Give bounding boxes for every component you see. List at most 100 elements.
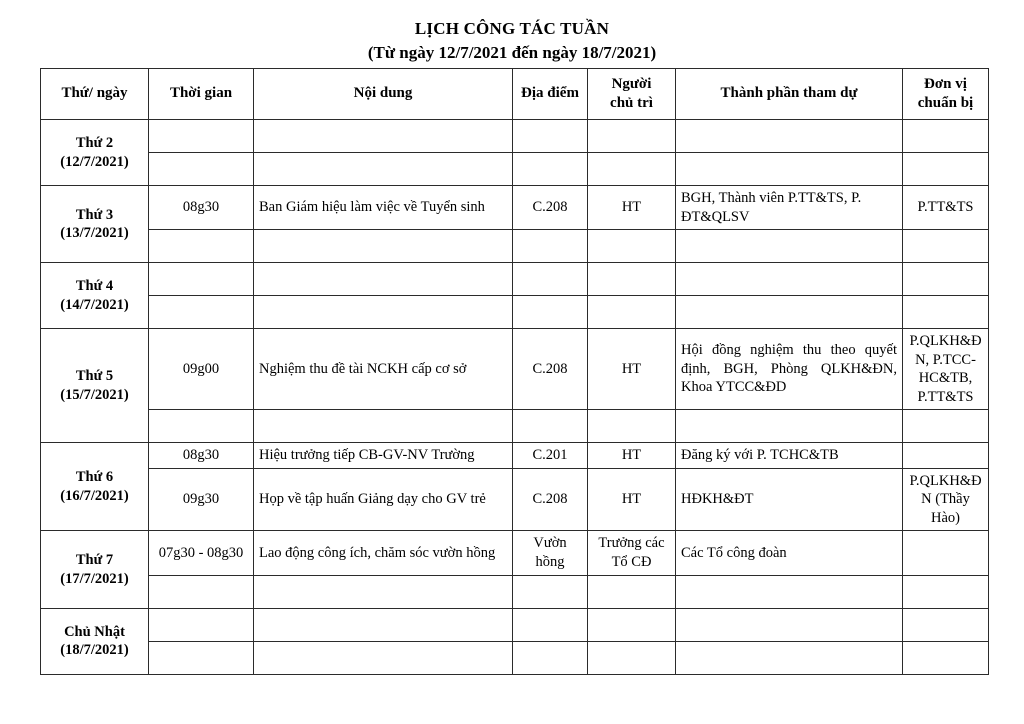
place-cell: C.201 bbox=[512, 442, 588, 469]
content-cell: Họp về tập huấn Giảng dạy cho GV trẻ bbox=[253, 467, 513, 532]
chair-cell bbox=[587, 262, 676, 297]
time-cell: 08g30 bbox=[148, 442, 254, 469]
time-cell: 09g30 bbox=[148, 467, 254, 532]
content-cell: Hiệu trưởng tiếp CB-GV-NV Trường bbox=[253, 442, 513, 469]
column-header-place: Địa điểm bbox=[512, 68, 588, 120]
attendees-cell bbox=[675, 229, 903, 264]
day-date: (18/7/2021) bbox=[60, 642, 129, 659]
column-header-attendees: Thành phần tham dự bbox=[675, 68, 903, 120]
table-row: 09g30 Họp về tập huấn Giảng dạy cho GV tr… bbox=[41, 467, 989, 532]
table-row bbox=[41, 152, 989, 186]
day-date: (13/7/2021) bbox=[60, 225, 129, 242]
day-cell-4: Thứ 5 (15/7/2021) bbox=[40, 328, 149, 444]
content-cell bbox=[253, 119, 513, 153]
time-cell bbox=[148, 607, 254, 642]
time-cell bbox=[148, 152, 254, 186]
prep-cell bbox=[902, 295, 989, 330]
content-cell: Lao động công ích, chăm sóc vườn hồng bbox=[253, 530, 513, 576]
column-header-day: Thứ/ ngày bbox=[40, 68, 149, 120]
day-date: (17/7/2021) bbox=[60, 570, 129, 587]
table-body: Thứ 2 (12/7/2021) Thứ 3 (13/7/2021) 08g30 Ban… bbox=[40, 119, 989, 675]
place-cell bbox=[512, 119, 588, 153]
day-cell-6: Thứ 7 (17/7/2021) bbox=[40, 530, 149, 609]
time-cell: 08g30 bbox=[148, 184, 254, 231]
chair-cell bbox=[587, 119, 676, 153]
day-date: (16/7/2021) bbox=[60, 487, 129, 504]
content-cell bbox=[253, 640, 513, 675]
time-cell bbox=[148, 229, 254, 264]
content-cell bbox=[253, 607, 513, 642]
table-row: Thứ 6 (16/7/2021) 08g30 Hiệu trưởng tiếp CB… bbox=[40, 442, 989, 532]
table-row: Thứ 3 (13/7/2021) 08g30 Ban Giám hiệu làm v… bbox=[40, 184, 989, 264]
chair-cell: HT bbox=[587, 328, 676, 411]
day-date: (14/7/2021) bbox=[60, 296, 129, 313]
time-cell bbox=[148, 295, 254, 330]
day-name: Thứ 2 bbox=[75, 134, 114, 151]
attendees-cell bbox=[675, 409, 903, 444]
place-cell bbox=[512, 574, 588, 609]
day-name: Chủ Nhật bbox=[64, 623, 125, 640]
day-name: Thứ 6 bbox=[75, 469, 114, 486]
chair-cell bbox=[587, 640, 676, 675]
content-cell bbox=[253, 574, 513, 609]
content-cell: Nghiệm thu đề tài NCKH cấp cơ sở bbox=[253, 328, 513, 411]
column-header-content: Nội dung bbox=[253, 68, 513, 120]
content-cell bbox=[253, 262, 513, 297]
chair-cell bbox=[587, 409, 676, 444]
time-cell: 07g30 - 08g30 bbox=[148, 530, 254, 576]
content-cell: Ban Giám hiệu làm việc về Tuyển sinh bbox=[253, 184, 513, 231]
content-cell bbox=[253, 152, 513, 186]
day-date: (12/7/2021) bbox=[60, 153, 129, 170]
table-row: Thứ 5 (15/7/2021) 09g00 Nghiệm thu đề tài N… bbox=[40, 328, 989, 444]
chair-cell: HT bbox=[587, 467, 676, 532]
time-cell bbox=[148, 262, 254, 297]
attendees-cell: HĐKH&ĐT bbox=[675, 467, 903, 532]
prep-cell bbox=[902, 119, 989, 153]
day-name: Thứ 7 bbox=[75, 551, 114, 568]
weekly-schedule-table: Thứ/ ngày Thời gian Nội dung Địa điểm Ng… bbox=[40, 68, 989, 675]
chair-cell: HT bbox=[587, 184, 676, 231]
place-cell bbox=[512, 152, 588, 186]
chair-cell bbox=[587, 152, 676, 186]
table-row bbox=[41, 295, 989, 330]
place-cell bbox=[512, 607, 588, 642]
prep-cell: P.QLKH&ĐN, P.TCC-HC&TB, P.TT&TS bbox=[902, 328, 989, 411]
prep-cell bbox=[902, 530, 989, 576]
day-cell-1: Thứ 2 (12/7/2021) bbox=[40, 119, 149, 186]
table-row bbox=[41, 574, 989, 609]
place-cell bbox=[512, 229, 588, 264]
prep-cell bbox=[902, 574, 989, 609]
attendees-cell: Hội đồng nghiệm thu theo quyết định, BGH… bbox=[675, 328, 903, 411]
date-range-subtitle: (Từ ngày 12/7/2021 đến ngày 18/7/2021) bbox=[367, 42, 657, 62]
place-cell: C.208 bbox=[512, 328, 588, 411]
prep-cell: P.QLKH&ĐN (Thầy Hào) bbox=[902, 467, 989, 532]
attendees-cell bbox=[675, 119, 903, 153]
place-cell bbox=[512, 262, 588, 297]
time-cell: 09g00 bbox=[148, 328, 254, 411]
day-name: Thứ 5 bbox=[75, 368, 114, 385]
table-row bbox=[41, 409, 989, 444]
place-cell bbox=[512, 409, 588, 444]
table-row bbox=[41, 640, 989, 675]
column-header-chair-line1: Người bbox=[611, 75, 652, 92]
document-header: LỊCH CÔNG TÁC TUẦN (Từ ngày 12/7/2021 đế… bbox=[0, 0, 1024, 65]
attendees-cell: Đăng ký với P. TCHC&TB bbox=[675, 442, 903, 469]
column-header-chair: Người chủ trì bbox=[587, 68, 676, 120]
attendees-cell bbox=[675, 607, 903, 642]
table-row: Thứ 4 (14/7/2021) bbox=[40, 262, 989, 330]
prep-cell bbox=[902, 607, 989, 642]
table-row: Thứ 2 (12/7/2021) bbox=[40, 119, 989, 186]
prep-cell bbox=[902, 640, 989, 675]
attendees-cell: Các Tổ công đoàn bbox=[675, 530, 903, 576]
place-cell bbox=[512, 295, 588, 330]
attendees-cell bbox=[675, 640, 903, 675]
attendees-cell: BGH, Thành viên P.TT&TS, P. ĐT&QLSV bbox=[675, 184, 903, 231]
chair-cell: Trưởng các Tổ CĐ bbox=[587, 530, 676, 576]
table-row: Thứ 7 (17/7/2021) 07g30 - 08g30 Lao động cô… bbox=[40, 530, 989, 609]
attendees-cell bbox=[675, 262, 903, 297]
column-header-chair-line2: chủ trì bbox=[610, 95, 653, 111]
place-cell bbox=[512, 640, 588, 675]
day-cell-5: Thứ 6 (16/7/2021) bbox=[40, 442, 149, 532]
time-cell bbox=[148, 640, 254, 675]
